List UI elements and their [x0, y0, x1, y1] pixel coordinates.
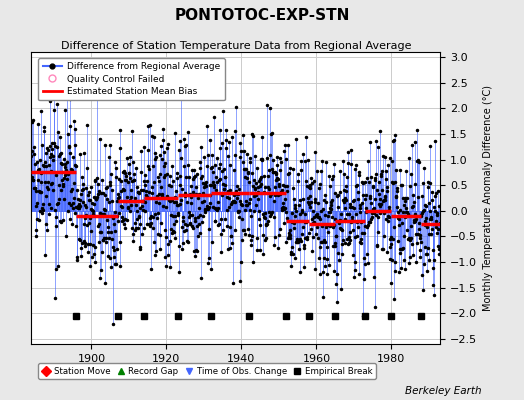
Title: Difference of Station Temperature Data from Regional Average: Difference of Station Temperature Data f…: [61, 41, 411, 51]
Text: Berkeley Earth: Berkeley Earth: [406, 386, 482, 396]
Text: PONTOTOC-EXP-STN: PONTOTOC-EXP-STN: [174, 8, 350, 23]
Legend: Station Move, Record Gap, Time of Obs. Change, Empirical Break: Station Move, Record Gap, Time of Obs. C…: [38, 363, 376, 379]
Y-axis label: Monthly Temperature Anomaly Difference (°C): Monthly Temperature Anomaly Difference (…: [483, 85, 493, 311]
